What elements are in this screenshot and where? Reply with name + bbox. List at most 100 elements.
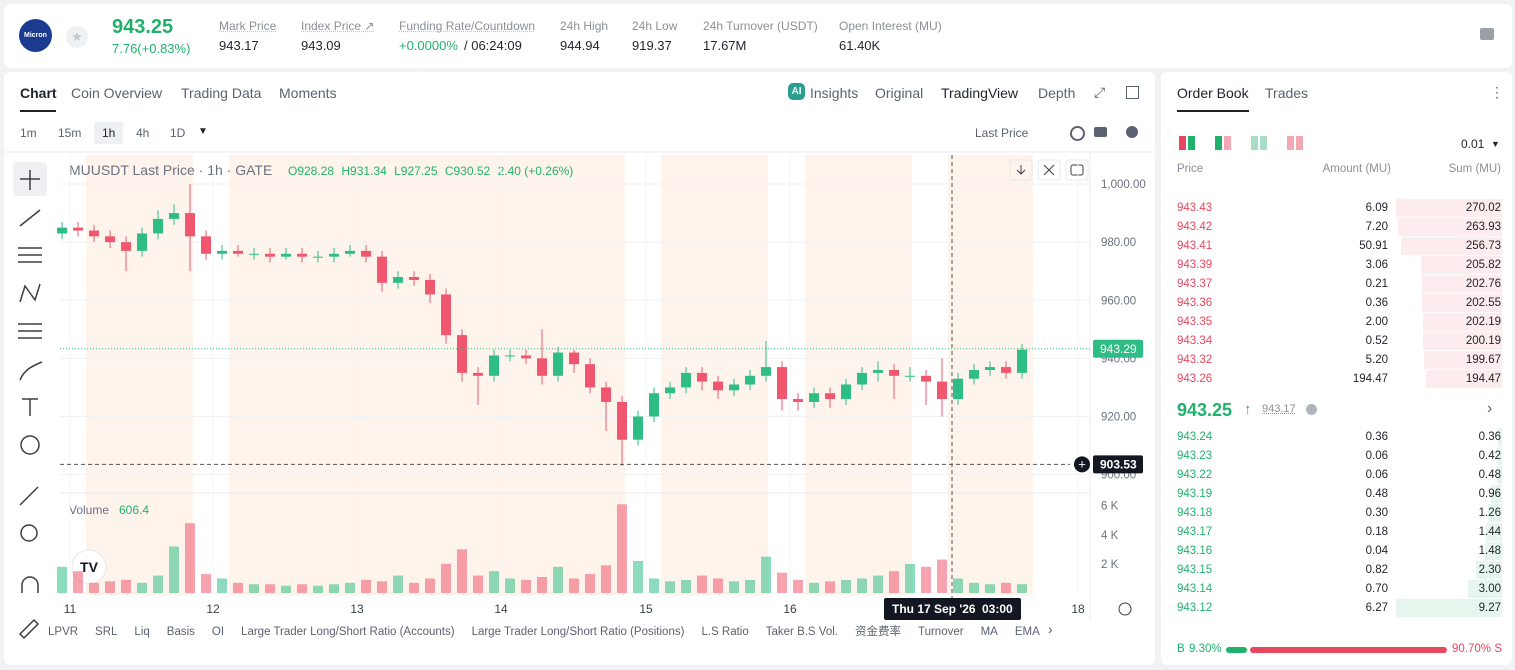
line-tool[interactable]	[19, 209, 41, 227]
ob-price[interactable]: 943.15	[1177, 564, 1213, 576]
brush-tool[interactable]	[19, 361, 43, 381]
view-tab[interactable]: Depth	[1038, 85, 1076, 101]
interval-more[interactable]: ▼	[198, 126, 208, 137]
indicator[interactable]: MA	[980, 626, 998, 638]
mid-more[interactable]: ›	[1487, 400, 1493, 417]
volume-bar	[249, 584, 259, 593]
ob-price[interactable]: 943.14	[1177, 583, 1213, 595]
ob-price[interactable]: 943.19	[1177, 488, 1213, 500]
cross-tool[interactable]	[20, 170, 40, 190]
candle-body	[233, 250, 243, 254]
ob-tab[interactable]: Trades	[1265, 85, 1309, 101]
view-tab[interactable]: TradingView	[941, 85, 1019, 101]
channel-tool[interactable]	[18, 247, 42, 263]
indicator[interactable]: Taker B.S Vol.	[765, 626, 838, 638]
ob-price[interactable]: 943.32	[1177, 354, 1213, 366]
layout-icon[interactable]	[1224, 136, 1231, 150]
stat-value: 943.17	[219, 38, 259, 53]
x-tick-label: 12	[206, 602, 220, 616]
more-indicators[interactable]: ›	[1048, 621, 1053, 637]
layout-icon[interactable]	[1287, 136, 1294, 150]
layout-icon[interactable]	[1188, 136, 1195, 150]
candle-body	[89, 230, 99, 237]
layout-icon[interactable]	[1296, 136, 1303, 150]
camera-icon[interactable]	[1094, 127, 1107, 137]
interval[interactable]: 15m	[58, 126, 82, 140]
ruler-tool[interactable]	[19, 486, 39, 506]
emoji-tool[interactable]	[20, 435, 40, 455]
interval[interactable]: 1m	[20, 126, 37, 140]
btn[interactable]	[1009, 159, 1033, 181]
ob-price[interactable]: 943.37	[1177, 278, 1213, 290]
layout-icon[interactable]	[1260, 136, 1267, 150]
view-tab[interactable]: Insights	[810, 85, 859, 101]
btn[interactable]	[1065, 159, 1089, 181]
tab[interactable]: Moments	[279, 85, 337, 101]
indicator[interactable]: SRL	[95, 626, 118, 638]
btn[interactable]	[1037, 159, 1061, 181]
ob-price[interactable]: 943.17	[1177, 526, 1213, 538]
ob-price[interactable]: 943.35	[1177, 316, 1213, 328]
indicator[interactable]: Liq	[134, 626, 150, 638]
ob-price[interactable]: 943.34	[1177, 335, 1213, 347]
ob-step[interactable]: 0.01	[1461, 137, 1485, 151]
ob-menu[interactable]: ⋮	[1490, 84, 1504, 100]
pencil-tool[interactable]	[18, 618, 40, 640]
zoom-tool[interactable]	[20, 524, 38, 542]
layout-icon[interactable]	[1251, 136, 1258, 150]
text-tool[interactable]	[22, 398, 38, 416]
expand-icon[interactable]: ⤢	[1094, 84, 1106, 100]
indicator[interactable]: 资金费率	[854, 626, 901, 638]
axis-settings[interactable]	[1118, 602, 1132, 616]
ob-price[interactable]: 943.26	[1177, 373, 1213, 385]
settings-icon[interactable]	[1126, 126, 1138, 138]
interval[interactable]: 4h	[136, 126, 150, 140]
candle-body	[841, 384, 851, 400]
view-tab[interactable]: Original	[875, 85, 924, 101]
layout-icon[interactable]	[1179, 136, 1186, 150]
ob-price[interactable]: 943.24	[1177, 431, 1213, 443]
indicator[interactable]: OI	[211, 626, 225, 638]
ob-price[interactable]: 943.12	[1177, 602, 1213, 614]
indicator[interactable]: Basis	[166, 626, 195, 638]
volume-bar	[713, 578, 723, 593]
candle-body	[361, 250, 371, 257]
price-type[interactable]: Last Price	[975, 126, 1029, 140]
ob-price[interactable]: 943.18	[1177, 507, 1213, 519]
volume-bar	[185, 523, 195, 593]
fib-tool[interactable]	[18, 323, 42, 339]
candle-body	[121, 242, 131, 251]
magnet-tool[interactable]	[21, 576, 39, 593]
search-icon[interactable]	[1070, 126, 1085, 141]
tab[interactable]: Coin Overview	[71, 85, 163, 101]
ob-price[interactable]: 943.41	[1177, 240, 1213, 252]
ob-tab[interactable]: Order Book	[1177, 85, 1249, 101]
volume-bar	[105, 581, 115, 593]
tab-underline	[20, 110, 56, 112]
indicator[interactable]: Large Trader Long/Short Ratio (Positions…	[471, 626, 685, 638]
ob-price[interactable]: 943.22	[1177, 469, 1213, 481]
indicator[interactable]: Large Trader Long/Short Ratio (Accounts)	[241, 626, 455, 638]
candle-body	[377, 256, 387, 283]
indicator[interactable]: EMA	[1014, 626, 1040, 638]
indicator[interactable]: LPVR	[48, 626, 79, 638]
favorite[interactable]: ★	[66, 26, 88, 48]
depth-bar	[1421, 256, 1502, 274]
indicator[interactable]: L.S Ratio	[701, 626, 749, 638]
ob-price[interactable]: 943.42	[1177, 221, 1213, 233]
pattern-tool[interactable]	[19, 283, 41, 303]
interval[interactable]: 1h	[94, 122, 124, 144]
layout-icon[interactable]	[1215, 136, 1222, 150]
tab[interactable]: Chart	[20, 85, 57, 101]
note-icon[interactable]	[1480, 28, 1494, 40]
ob-price[interactable]: 943.16	[1177, 545, 1213, 557]
ob-price[interactable]: 943.43	[1177, 202, 1213, 214]
indicator[interactable]: Turnover	[917, 626, 964, 638]
ob-price[interactable]: 943.23	[1177, 450, 1213, 462]
window-icon[interactable]	[1126, 86, 1139, 99]
ob-price[interactable]: 943.39	[1177, 259, 1213, 271]
tab[interactable]: Trading Data	[181, 85, 262, 101]
ob-price[interactable]: 943.36	[1177, 297, 1213, 309]
interval[interactable]: 1D	[170, 126, 186, 140]
candle-body	[569, 352, 579, 365]
